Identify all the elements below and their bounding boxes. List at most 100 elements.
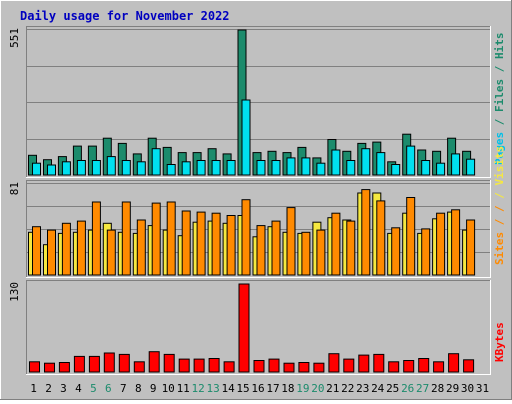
bar-sites [196, 211, 206, 276]
bar-files [331, 149, 341, 176]
x-tick-label: 16 [251, 382, 264, 395]
bar-sites [406, 197, 416, 276]
bar-sites [166, 201, 176, 276]
bar-kbytes [328, 353, 340, 373]
chart-panels: 551 Pages / Files / Hits 81 Sites / / / Vis… [8, 26, 506, 375]
bar-sites [211, 212, 221, 276]
bar-sites [271, 220, 281, 276]
x-tick-label: 28 [431, 382, 444, 395]
bar-sites [91, 201, 101, 276]
legend-entry: KBytes [493, 322, 506, 362]
panel-legend: Sites / / / Visits [493, 146, 506, 265]
x-tick-label: 29 [446, 382, 459, 395]
legend-entry: Sites [493, 232, 506, 265]
bar-files [32, 162, 41, 176]
bar-files [436, 162, 446, 176]
bar-kbytes [388, 361, 400, 373]
bar-kbytes [343, 358, 355, 373]
x-tick-label: 10 [162, 382, 175, 395]
bar-files [121, 160, 131, 176]
bar-files [106, 156, 116, 176]
x-tick-label: 7 [120, 382, 127, 395]
bar-files [361, 148, 371, 176]
x-tick-label: 6 [105, 382, 112, 395]
bar-kbytes [88, 355, 100, 373]
bar-kbytes [193, 358, 205, 373]
panel-visits_sites: 81 Sites / / / Visits [8, 146, 506, 278]
x-tick-label: 8 [135, 382, 142, 395]
bar-files [226, 160, 236, 176]
panel-kbytes: 130 KBytes [8, 280, 506, 375]
bar-sites [32, 226, 41, 276]
bar-kbytes [448, 353, 460, 373]
bar-sites [106, 229, 116, 276]
bar-sites [316, 229, 326, 276]
x-tick-label: 5 [90, 382, 97, 395]
bar-kbytes [29, 361, 40, 373]
bar-sites [76, 220, 86, 276]
bar-kbytes [463, 359, 475, 373]
bar-files [271, 160, 281, 176]
x-tick-label: 1 [30, 382, 37, 395]
bar-kbytes [358, 354, 370, 373]
bar-kbytes [238, 283, 250, 373]
bar-kbytes [208, 358, 220, 373]
bar-kbytes [178, 358, 190, 373]
bar-sites [436, 212, 446, 276]
y-max-label: 551 [8, 28, 21, 48]
x-tick-label: 20 [311, 382, 324, 395]
bar-files [421, 160, 431, 176]
chart-title: Daily usage for November 2022 [20, 9, 230, 23]
x-tick-label: 27 [416, 382, 429, 395]
bar-sites [451, 209, 461, 276]
x-tick-label: 2 [45, 382, 52, 395]
bar-files [316, 162, 326, 176]
bar-kbytes [403, 360, 415, 373]
bar-kbytes [103, 352, 115, 373]
bar-sites [47, 229, 56, 276]
bar-sites [466, 219, 476, 276]
bar-files [451, 153, 461, 176]
bar-sites [361, 189, 371, 276]
x-tick-label: 18 [281, 382, 294, 395]
bar-kbytes [118, 353, 130, 373]
bar-sites [331, 212, 341, 276]
bar-sites [61, 222, 71, 276]
bar-files [181, 161, 191, 176]
panel-legend: KBytes [493, 322, 506, 362]
bar-sites [421, 228, 431, 276]
bar-kbytes [163, 353, 175, 373]
bar-kbytes [253, 360, 265, 373]
bar-files [76, 160, 86, 176]
bar-kbytes [418, 358, 430, 373]
bar-files [196, 160, 206, 176]
bar-kbytes [223, 361, 235, 373]
x-tick-label: 30 [461, 382, 474, 395]
x-tick-label: 14 [221, 382, 235, 395]
bar-kbytes [283, 362, 295, 373]
x-tick-label: 22 [341, 382, 354, 395]
bar-files [376, 152, 386, 176]
x-tick-label: 26 [401, 382, 414, 395]
bar-files [47, 164, 56, 176]
x-tick-label: 17 [266, 382, 279, 395]
y-max-label: 130 [8, 282, 21, 302]
bar-sites [241, 199, 251, 276]
legend-entry: / / [493, 205, 506, 232]
bar-files [151, 148, 161, 176]
bar-files [406, 145, 416, 176]
legend-entry: Pages [493, 132, 506, 165]
bar-files [136, 161, 146, 176]
x-tick-label: 24 [371, 382, 385, 395]
panel-legend: Pages / Files / Hits [493, 33, 506, 165]
bar-sites [376, 200, 386, 276]
bar-kbytes [58, 362, 70, 373]
bar-kbytes [73, 355, 85, 373]
bar-files [301, 157, 311, 176]
panel-hits_files_pages: 551 Pages / Files / Hits [8, 26, 506, 178]
bar-files [61, 161, 71, 176]
x-tick-label: 25 [386, 382, 399, 395]
x-tick-label: 31 [476, 382, 489, 395]
